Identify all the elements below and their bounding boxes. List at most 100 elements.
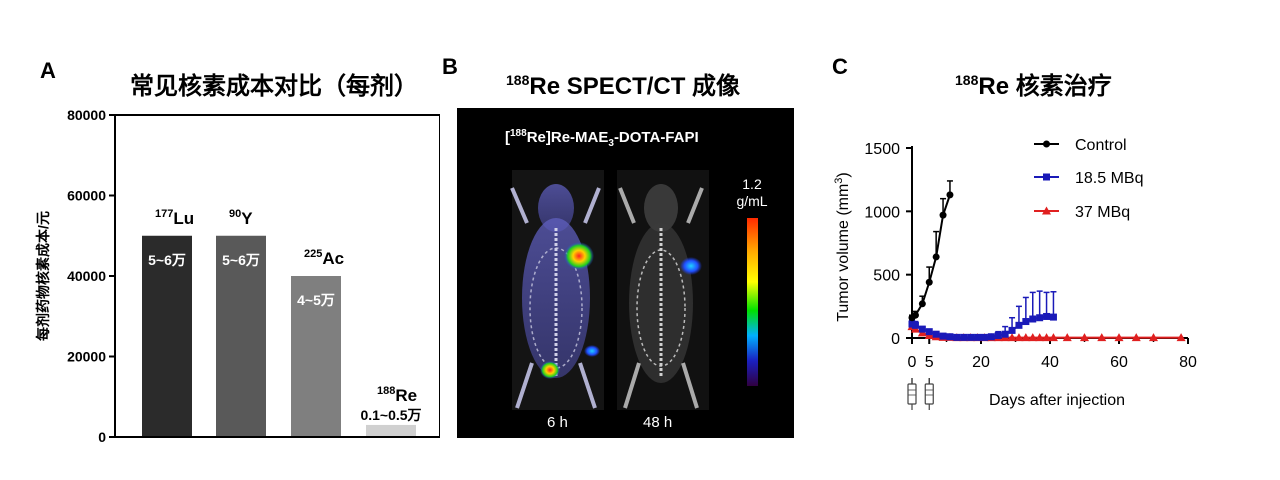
- x-tick-label: 20: [972, 354, 990, 371]
- y-tick-label: 500: [873, 268, 900, 285]
- bar: [216, 235, 266, 436]
- time-label-48h: 48 h: [643, 414, 673, 431]
- panel-letter-a: A: [40, 58, 56, 83]
- bar-isotope-mass: 177: [155, 208, 173, 220]
- bar-isotope-label: 177Lu: [155, 208, 194, 228]
- data-point: [911, 321, 919, 329]
- data-point: [980, 333, 988, 341]
- data-point: [1001, 330, 1009, 338]
- data-point: [1029, 315, 1037, 323]
- legend-label: 37 MBq: [1075, 204, 1130, 221]
- data-point: [932, 253, 940, 261]
- cost-bar-chart: 0 20000 40000 60000 80000 每剂药物核素成本/元 177Lu 5~6万…: [35, 107, 440, 445]
- data-point: [973, 333, 983, 342]
- bar-isotope-symbol: Y: [241, 209, 253, 228]
- data-point: [907, 322, 917, 331]
- y-tick-label: 40000: [67, 268, 106, 284]
- bar: [366, 424, 416, 436]
- data-point: [918, 325, 926, 333]
- data-point: [1043, 312, 1051, 320]
- data-point: [1028, 333, 1038, 342]
- y-axis-label-text: Tumor volume (mm: [835, 184, 852, 322]
- legend-label: Control: [1075, 137, 1127, 154]
- bar-isotope-symbol: Lu: [173, 209, 194, 228]
- series-triangle: [907, 322, 1186, 342]
- data-point: [938, 332, 948, 341]
- panel-title-c-sup: 188: [955, 72, 979, 88]
- tracer-post: -DOTA-FAPI: [613, 129, 699, 146]
- data-point: [1022, 318, 1030, 326]
- bar-isotope-label: 90Y: [229, 208, 253, 228]
- data-point: [960, 333, 968, 341]
- data-point: [946, 333, 954, 341]
- y-tick-label: 1500: [864, 141, 900, 158]
- y-axis-label: Tumor volume (mm3): [833, 172, 852, 322]
- data-point: [1042, 333, 1052, 342]
- data-point: [1097, 333, 1107, 342]
- data-point: [986, 333, 996, 342]
- mouse-6h: [510, 184, 601, 409]
- x-tick-label: 0: [908, 354, 917, 371]
- panel-letter-b: B: [442, 54, 458, 79]
- bar-cost-label: 5~6万: [222, 252, 260, 268]
- spect-ct-image: [188Re]Re-MAE3-DOTA-FAPI: [457, 108, 794, 438]
- data-point: [917, 328, 927, 337]
- panel-title-a: 常见核素成本对比（每剂）: [130, 73, 418, 100]
- tracer-sup: 188: [510, 128, 527, 139]
- data-point: [974, 333, 982, 341]
- legend-label: 18.5 MBq: [1075, 170, 1143, 187]
- data-point: [1131, 333, 1141, 342]
- data-point: [918, 300, 926, 308]
- data-point: [1007, 333, 1017, 342]
- data-point: [911, 311, 919, 319]
- colorbar-unit: g/mL: [736, 193, 768, 209]
- data-point: [1000, 333, 1010, 342]
- data-point: [910, 324, 920, 333]
- bar-isotope-label: 225Ac: [304, 248, 344, 268]
- x-tick-label: 80: [1179, 354, 1197, 371]
- series-line: [911, 315, 1054, 339]
- series-circle: [908, 180, 954, 322]
- data-point: [1114, 333, 1124, 342]
- x-axis-label: Days after injection: [989, 392, 1125, 409]
- legend-marker: [1042, 206, 1051, 215]
- bar-isotope-mass: 188: [377, 385, 395, 397]
- tracer-label: [188Re]Re-MAE3-DOTA-FAPI: [505, 128, 699, 149]
- data-point: [939, 332, 947, 340]
- x-tick-label: 5: [925, 354, 934, 371]
- y-tick-label: 0: [891, 331, 900, 348]
- mouse-48h: [618, 184, 704, 409]
- syringe-barrel: [907, 383, 917, 405]
- bar-isotope-mass: 90: [229, 208, 241, 220]
- panel-letter-c: C: [832, 54, 848, 79]
- y-axis-label: 每剂药物核素成本/元: [35, 211, 51, 341]
- panel-title-c-text: Re 核素治疗: [978, 73, 1112, 100]
- mouse-scans: [510, 170, 758, 410]
- data-point: [993, 333, 1003, 342]
- data-point: [908, 320, 916, 328]
- panel-title-b-text: Re SPECT/CT 成像: [529, 73, 741, 100]
- y-tick-label: 1000: [864, 204, 900, 221]
- data-point: [1049, 313, 1057, 321]
- tracer-pre: [: [505, 129, 510, 146]
- data-point: [966, 333, 976, 342]
- series-line: [911, 194, 951, 319]
- bar-isotope-mass: 225: [304, 248, 322, 260]
- bar-isotope-symbol: Re: [395, 386, 417, 405]
- panel-title-b-sup: 188: [506, 72, 530, 88]
- data-point: [1048, 333, 1058, 342]
- bar: [291, 276, 341, 436]
- data-point: [967, 333, 975, 341]
- series-square: [908, 290, 1057, 341]
- y-tick-label: 60000: [67, 188, 106, 204]
- legend-marker: [1043, 173, 1050, 181]
- panel-title-c: 188Re 核素治疗: [955, 66, 1112, 101]
- tracer-sub: 3: [608, 138, 614, 149]
- data-point: [994, 331, 1002, 339]
- data-point: [1015, 321, 1023, 329]
- data-point: [908, 314, 916, 322]
- data-point: [939, 211, 947, 219]
- data-point: [1080, 333, 1089, 342]
- y-tick-label: 0: [98, 429, 106, 445]
- colorbar: [747, 218, 758, 386]
